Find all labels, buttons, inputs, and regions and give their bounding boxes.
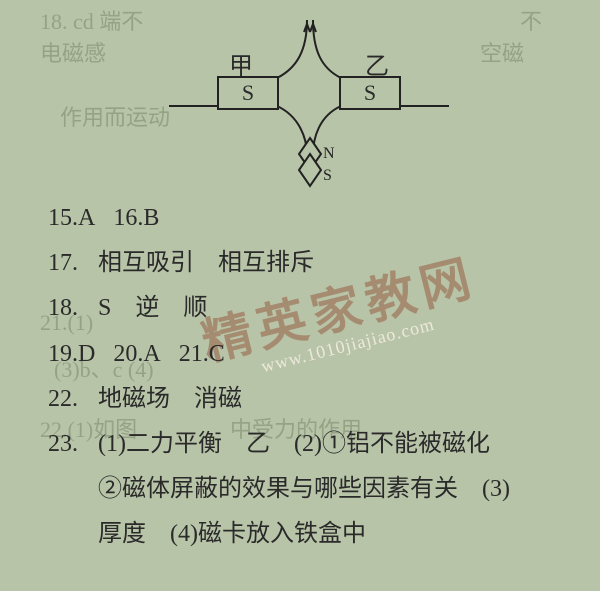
qnum: 16. — [113, 205, 143, 231]
qnum: 17. — [48, 245, 98, 282]
answer-value: 相互吸引 相互排斥 — [98, 245, 570, 282]
ghost-text: 空磁 — [480, 36, 524, 68]
answer-value: 地磁场 消磁 — [98, 381, 570, 418]
qnum: 22. — [48, 381, 98, 418]
answer-line-23-a: 23. (1)二力平衡 乙 (2)①铝不能被磁化 — [48, 426, 570, 463]
answer-value: S 逆 顺 — [98, 290, 570, 327]
answer-line-22: 22. 地磁场 消磁 — [48, 381, 570, 418]
answer-value: A — [143, 341, 160, 367]
answer-value: A — [78, 205, 95, 231]
ghost-text: 电磁感 — [40, 36, 106, 68]
ghost-text: 18. cd 端不 — [40, 4, 143, 36]
answer-line-23-c: 厚度 (4)磁卡放入铁盒中 — [98, 516, 570, 553]
answer-value: ②磁体屏蔽的效果与哪些因素有关 (3) — [98, 471, 570, 508]
qnum: 19. — [48, 341, 78, 367]
magnet-right-box: S — [339, 76, 401, 110]
answer-line-19-21: 19.D 20.A 21.C — [48, 336, 570, 373]
center-s-label: S — [323, 167, 332, 184]
answer-line-23-b: ②磁体屏蔽的效果与哪些因素有关 (3) — [98, 471, 570, 508]
answer-value: 厚度 (4)磁卡放入铁盒中 — [98, 516, 570, 553]
answer-value: B — [143, 205, 159, 231]
ghost-text: 不 — [520, 4, 542, 36]
qnum: 21. — [179, 341, 209, 367]
center-n-label: N — [323, 145, 335, 162]
answer-value: D — [78, 341, 95, 367]
diagram-svg: N S — [169, 20, 449, 190]
qnum: 15. — [48, 205, 78, 231]
magnet-diagram: N S 甲 乙 S S — [169, 20, 449, 190]
qnum: 23. — [48, 426, 98, 463]
ghost-text: 作用而运动 — [60, 100, 170, 132]
qnum: 18. — [48, 290, 98, 327]
answers-list: 15.A 16.B 17. 相互吸引 相互排斥 18. S 逆 顺 19.D 2… — [48, 200, 570, 554]
answer-line-18: 18. S 逆 顺 — [48, 290, 570, 327]
answer-value: C — [209, 341, 225, 367]
answer-line-17: 17. 相互吸引 相互排斥 — [48, 245, 570, 282]
answer-line-15-16: 15.A 16.B — [48, 200, 570, 237]
qnum: 20. — [113, 341, 143, 367]
magnet-left-box: S — [217, 76, 279, 110]
answer-value: (1)二力平衡 乙 (2)①铝不能被磁化 — [98, 426, 570, 463]
